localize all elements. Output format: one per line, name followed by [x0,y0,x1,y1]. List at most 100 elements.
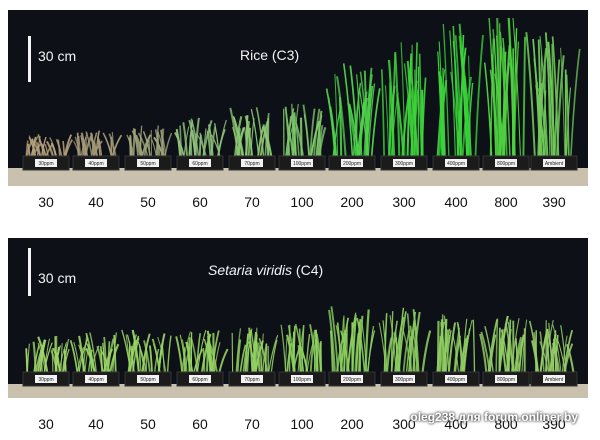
grass-blade [25,138,34,157]
grass-blade [153,348,160,373]
pot-label: 60ppm [192,377,207,383]
grass-blade [488,17,497,157]
grass-blade [332,105,342,157]
grass-blade [74,136,81,157]
grass-blade [544,32,553,157]
grass-blade [250,117,255,157]
grass-blade [484,326,494,373]
grass-blade [57,139,61,157]
plant-tray: 30ppm [22,335,70,387]
co2-tick-label: 300 [392,194,416,210]
grass-blade [489,334,497,373]
grass-blade [452,335,460,373]
plant-tray: 70ppm [228,327,279,387]
grass-blade [161,342,165,373]
grass-blade [525,32,536,157]
grass-blade [495,35,502,157]
pot-label: 400ppm [447,161,465,167]
panel-title: Setaria viridis (C4) [208,262,323,278]
grass-blade [60,343,63,373]
grass-blade [561,335,568,373]
grass-blade [389,315,397,373]
grass-blade [61,344,69,373]
grass-blade [41,143,47,157]
grass-blade [255,107,265,157]
plant-tray: Ambient [525,32,581,171]
grass-blade [126,134,135,157]
plant-tray: 800ppm [482,17,530,171]
grass-blade [84,345,90,373]
grass-blade [437,51,443,157]
grass-blade [202,120,213,157]
grass-blade [270,339,278,373]
co2-tick-label: 400 [444,416,468,432]
grass-blade [406,53,413,157]
plant-tray: 60ppm [174,117,228,171]
grass-blade [356,74,363,157]
co2-tick-label: 200 [340,194,364,210]
grass-blade [400,42,406,157]
grass-blade [314,329,319,373]
co2-tick-label: 50 [140,194,156,210]
grass-blade [235,328,242,373]
co2-tick-label: 100 [290,416,314,432]
grass-blade [69,339,79,373]
grass-blade [555,55,565,157]
title-suffix: (C4) [295,262,324,278]
grass-blade [31,136,37,157]
grass-blade [474,35,484,157]
pot-label-card [495,159,517,167]
grass-blade [449,30,456,157]
pot-label-card [85,375,107,383]
grass-blade [370,88,381,157]
grass-blade [443,315,450,373]
grass-blade [443,318,448,373]
grass-blade [330,306,339,373]
grass-blade [297,328,304,373]
grass-blade [570,48,581,157]
pot-label-card [341,159,363,167]
grass-blade [149,345,153,373]
grass-blade [102,348,114,373]
grass-blade [213,342,221,373]
rice-plant-rows: 30ppm 40ppm 50ppm 60ppm 70ppm 100ppm 200ppm 300… [8,17,588,186]
grass-blade [81,137,89,157]
grass-blade [336,322,343,373]
grass-blade [182,122,188,157]
grass-blade [351,314,357,373]
grass-blade [539,36,549,157]
scale-label: 30 cm [38,270,77,286]
grass-blade [287,115,292,157]
grass-blade [301,325,305,373]
plant-tray: Ambient [528,319,578,387]
grass-blade [247,343,250,373]
grass-blade [299,345,309,373]
grass-blade [103,134,113,157]
grass-blade [383,313,388,373]
grass-blade [96,345,104,373]
grass-blade [130,345,135,373]
plant-tray: 200ppm [328,306,376,387]
grass-blade [262,126,270,157]
grass-blade [335,76,347,157]
grass-blade [64,139,74,157]
grass-blade [318,127,322,157]
grass-blade [547,79,551,157]
grass-blade [367,83,376,157]
grass-blade [141,333,151,373]
grass-blade [380,69,385,157]
grass-blade [384,85,390,157]
grass-blade [245,120,251,157]
pot-label: Ambient [545,377,564,383]
grass-blade [137,341,145,373]
grass-blade [50,142,57,157]
grass-blade [436,321,445,373]
grass-blade [37,336,49,373]
grass-blade [132,128,139,157]
pot-label: 40ppm [88,377,103,383]
grass-blade [563,343,574,373]
grass-blade [268,334,279,373]
grass-blade [185,341,194,373]
grass-blade [85,341,96,373]
grass-blade [452,40,462,157]
